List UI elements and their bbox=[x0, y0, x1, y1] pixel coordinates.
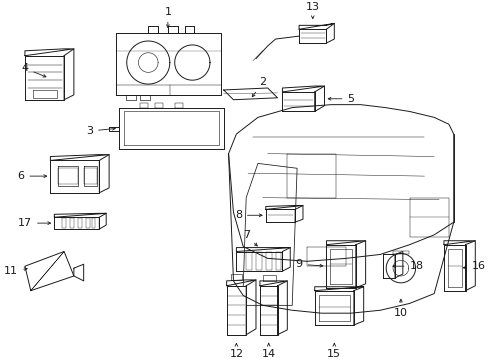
Text: 15: 15 bbox=[326, 343, 341, 359]
Text: 14: 14 bbox=[261, 343, 275, 359]
Text: 6: 6 bbox=[18, 171, 46, 181]
Text: 7: 7 bbox=[242, 230, 257, 246]
Text: 5: 5 bbox=[327, 94, 354, 104]
Text: 2: 2 bbox=[252, 77, 266, 97]
Text: 17: 17 bbox=[18, 218, 50, 228]
Text: 13: 13 bbox=[305, 2, 319, 18]
Text: 9: 9 bbox=[295, 259, 322, 269]
Text: 10: 10 bbox=[393, 299, 407, 318]
Text: 8: 8 bbox=[234, 210, 262, 220]
Text: 11: 11 bbox=[4, 266, 27, 276]
Text: 3: 3 bbox=[86, 126, 115, 136]
Text: 16: 16 bbox=[462, 261, 485, 271]
Text: 18: 18 bbox=[392, 261, 423, 271]
Text: 12: 12 bbox=[229, 343, 243, 359]
Text: 1: 1 bbox=[164, 6, 171, 27]
Text: 4: 4 bbox=[21, 63, 46, 77]
